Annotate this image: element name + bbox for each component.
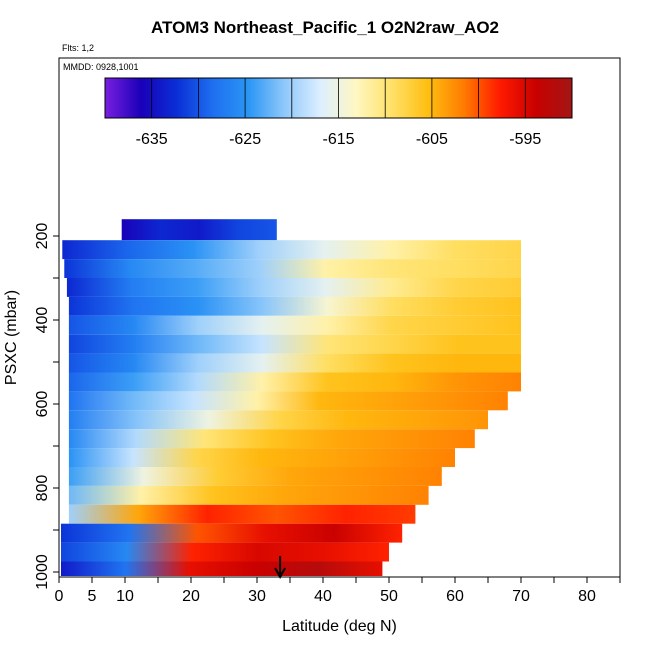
heatmap-layer — [60, 219, 522, 576]
heatmap-band — [68, 429, 475, 449]
heatmap-band — [68, 296, 522, 316]
x-axis-label: Latitude (deg N) — [282, 618, 397, 635]
heatmap-band — [62, 240, 522, 260]
y-tick-label: 200 — [34, 223, 51, 250]
x-tick-label: 10 — [116, 588, 134, 605]
y-axis-label: PSXC (mbar) — [3, 290, 20, 385]
heatmap-band — [68, 334, 522, 354]
x-tick-label: 60 — [446, 588, 464, 605]
chart-title: ATOM3 Northeast_Pacific_1 O2N2raw_AO2 — [150, 18, 499, 37]
heatmap-band — [68, 410, 489, 430]
colorbar-tick-label: -625 — [229, 131, 261, 148]
heatmap-band — [121, 219, 277, 241]
x-tick-label: 40 — [314, 588, 332, 605]
y-tick-label: 1000 — [34, 554, 51, 590]
heatmap-band — [68, 391, 508, 411]
x-tick-label: 0 — [55, 588, 64, 605]
y-tick-label: 800 — [34, 475, 51, 502]
heatmap-band — [64, 259, 521, 278]
colorbar-tick-label: -615 — [322, 131, 354, 148]
heatmap-band — [68, 504, 416, 524]
latitude-marker-arrowhead — [274, 567, 286, 580]
heatmap-band — [68, 315, 522, 335]
x-tick-label: 5 — [88, 588, 97, 605]
y-tick-label: 600 — [34, 391, 51, 418]
x-tick-label: 20 — [182, 588, 200, 605]
marker-layer — [274, 556, 286, 580]
x-tick-label: 70 — [512, 588, 530, 605]
x-tick-label: 50 — [380, 588, 398, 605]
colorbar-tick-label: -595 — [509, 131, 541, 148]
heatmap-band — [68, 448, 456, 467]
heatmap-band — [68, 467, 442, 486]
heatmap-band — [60, 523, 403, 543]
plot-frame — [58, 57, 621, 578]
heatmap-band — [60, 542, 389, 562]
colorbar: -635 -625 -615 -605 -595 — [104, 77, 573, 148]
flights-label: Flts: 1,2 — [62, 43, 95, 53]
axes: 0 5 10 20 30 40 50 60 70 80 200 400 600 800 1000 — [34, 223, 621, 605]
y-tick-label: 400 — [34, 307, 51, 334]
dates-label: MMDD: 0928,1001 — [63, 62, 139, 72]
heatmap-band — [68, 485, 429, 505]
heatmap-band — [68, 372, 522, 392]
colorbar-tick-label: -605 — [416, 131, 448, 148]
colorbar-tick-label: -635 — [136, 131, 168, 148]
heatmap-band — [68, 353, 522, 373]
heatmap-band — [66, 278, 522, 297]
x-tick-label: 80 — [578, 588, 596, 605]
x-tick-label: 30 — [248, 588, 266, 605]
heatmap-band — [60, 561, 383, 576]
